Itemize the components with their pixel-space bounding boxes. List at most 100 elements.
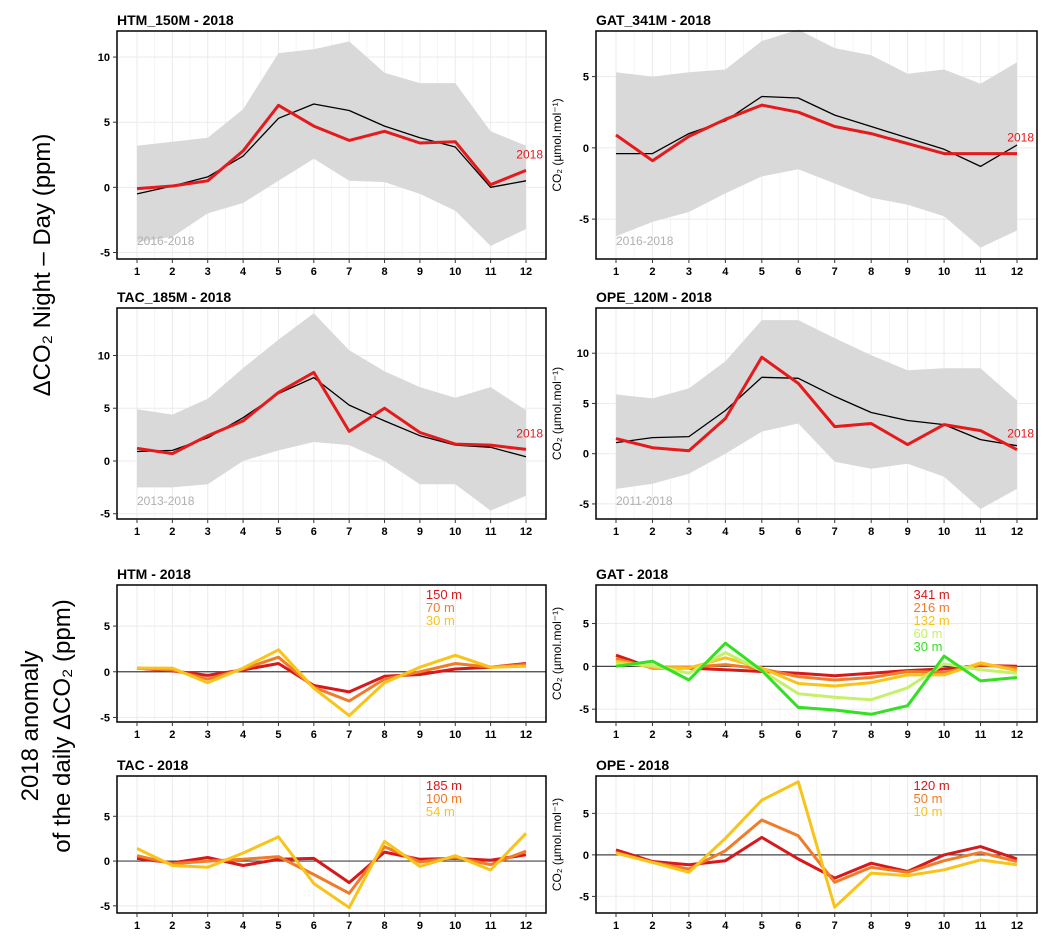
band-label: 2013-2018: [137, 494, 195, 508]
y-tick-label: 5: [104, 403, 110, 415]
x-tick-label: 11: [975, 526, 987, 538]
panel-title: OPE - 2018: [596, 757, 669, 773]
envelope-band: [616, 320, 1017, 509]
y-tick-label: 5: [104, 811, 110, 823]
y-tick-label: 5: [583, 619, 589, 631]
panel-title: GAT_341M - 2018: [596, 12, 711, 28]
x-tick-label: 1: [134, 266, 140, 278]
x-tick-label: 5: [759, 920, 765, 932]
x-tick-label: 1: [134, 729, 140, 741]
x-tick-label: 4: [722, 729, 729, 741]
x-tick-label: 11: [975, 266, 987, 278]
x-tick-label: 12: [520, 729, 532, 741]
legend-label: 120 m: [914, 778, 950, 793]
y-tick-label: 0: [104, 667, 110, 679]
x-tick-label: 7: [832, 729, 838, 741]
plot-frame: [116, 775, 547, 914]
envelope-band: [137, 313, 526, 511]
panel-title: HTM - 2018: [117, 566, 191, 582]
x-tick-label: 4: [240, 526, 247, 538]
x-tick-label: 12: [1011, 526, 1023, 538]
panel-title: TAC - 2018: [117, 757, 189, 773]
x-tick-label: 3: [686, 729, 692, 741]
x-tick-label: 12: [520, 526, 532, 538]
y-tick-label: 0: [104, 456, 110, 468]
x-tick-label: 4: [722, 920, 729, 932]
x-tick-label: 4: [722, 526, 729, 538]
y-tick-label: -5: [100, 247, 110, 259]
plot-frame: [595, 775, 1038, 914]
x-tick-label: 5: [759, 266, 765, 278]
series-line-2018: [615, 103, 1017, 163]
y-axis-label: CO₂ (µmol.mol⁻¹): [550, 98, 564, 191]
legend-label: 341 m: [914, 587, 950, 602]
x-tick-label: 12: [1011, 920, 1023, 932]
x-tick-label: 11: [975, 920, 987, 932]
y-tick-label: -5: [579, 891, 589, 903]
x-tick-label: 8: [381, 526, 387, 538]
year-label: 2018: [516, 147, 543, 161]
x-tick-label: 10: [938, 526, 950, 538]
x-tick-label: 1: [613, 920, 619, 932]
x-tick-label: 1: [613, 729, 619, 741]
series-line-60-m: [615, 651, 1018, 702]
x-tick-label: 10: [938, 729, 950, 741]
x-tick-label: 5: [275, 526, 281, 538]
y-tick-label: -5: [100, 509, 110, 521]
series-line-70-m: [136, 655, 527, 703]
x-tick-label: 8: [381, 920, 387, 932]
x-tick-label: 7: [346, 266, 352, 278]
x-tick-label: 1: [613, 266, 619, 278]
x-tick-label: 8: [381, 266, 387, 278]
series-line-2018: [136, 370, 527, 456]
x-tick-label: 6: [795, 266, 801, 278]
plot-frame: [595, 30, 1038, 260]
x-tick-label: 6: [311, 729, 317, 741]
x-tick-label: 5: [275, 920, 281, 932]
x-tick-label: 6: [795, 526, 801, 538]
x-tick-label: 3: [686, 266, 692, 278]
series-line-54-m: [136, 832, 528, 910]
x-tick-label: 3: [205, 729, 211, 741]
x-tick-label: 7: [346, 526, 352, 538]
panel-title: TAC_185M - 2018: [117, 289, 231, 305]
x-tick-label: 6: [311, 920, 317, 932]
x-tick-label: 2: [169, 526, 175, 538]
x-tick-label: 7: [832, 266, 838, 278]
x-tick-label: 7: [832, 526, 838, 538]
series-line-10-m: [615, 780, 1018, 909]
x-tick-label: 8: [868, 266, 874, 278]
legend-label: 54 m: [426, 804, 455, 819]
x-tick-label: 6: [795, 729, 801, 741]
left-axis-label-top: ΔCO₂ Night – Day (ppm): [29, 134, 56, 397]
y-tick-label: 5: [104, 621, 110, 633]
x-tick-label: 12: [520, 266, 532, 278]
series-line-mean: [136, 103, 527, 195]
legend-label: 30 m: [426, 613, 455, 628]
x-tick-label: 9: [417, 729, 423, 741]
y-tick-label: 5: [583, 398, 589, 410]
left-axis-label-bottom-line1: 2018 anomaly: [17, 651, 44, 802]
x-tick-label: 7: [346, 729, 352, 741]
plot-frame: [116, 584, 547, 723]
legend-label: 216 m: [914, 600, 950, 615]
x-tick-label: 10: [938, 266, 950, 278]
x-tick-label: 3: [205, 920, 211, 932]
y-tick-label: 0: [583, 143, 589, 155]
series-line-2018: [615, 355, 1018, 453]
x-tick-label: 5: [759, 526, 765, 538]
y-tick-label: -5: [579, 499, 589, 511]
panel-title: GAT - 2018: [596, 566, 668, 582]
series-line-132-m: [615, 656, 1018, 688]
x-tick-label: 9: [417, 920, 423, 932]
legend-label: 70 m: [426, 600, 455, 615]
y-tick-label: 10: [98, 52, 110, 64]
x-tick-label: 9: [417, 266, 423, 278]
